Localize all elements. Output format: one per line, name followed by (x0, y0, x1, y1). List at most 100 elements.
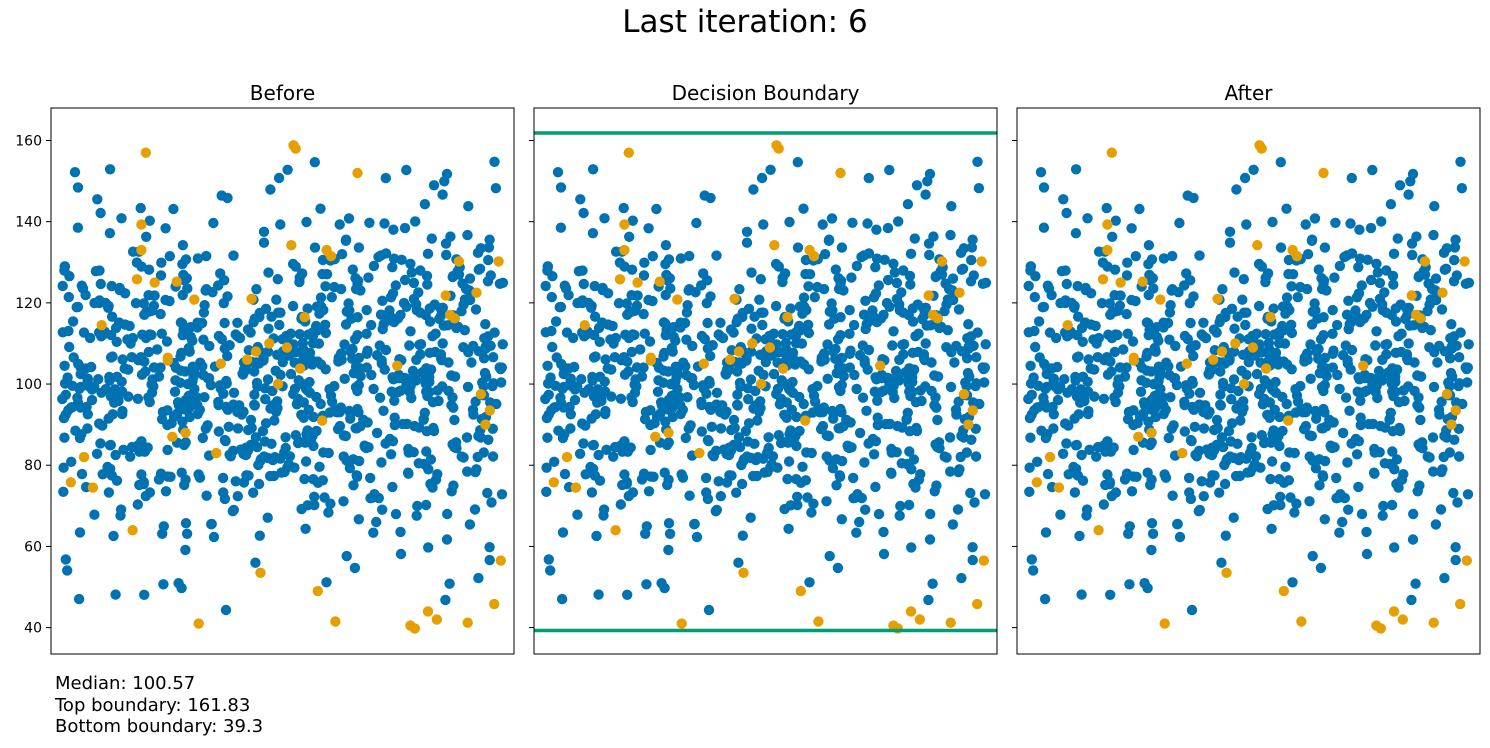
inlier-point (668, 331, 679, 342)
inlier-point (1182, 190, 1193, 201)
inlier-point (367, 492, 378, 503)
inlier-point (764, 334, 776, 345)
inlier-point (297, 337, 309, 349)
inlier-point (118, 444, 129, 455)
inlier-point (1085, 363, 1096, 374)
outlier-point (800, 415, 811, 426)
inlier-point (902, 199, 914, 210)
inlier-point (702, 275, 713, 286)
inlier-point (462, 381, 474, 393)
inlier-point (592, 384, 604, 395)
inlier-point (253, 459, 264, 471)
inlier-point (1050, 332, 1062, 344)
inlier-point (848, 472, 859, 484)
inlier-point (1356, 508, 1368, 520)
outlier-point (1459, 256, 1470, 267)
inlier-point (1217, 377, 1229, 389)
inlier-point (904, 446, 915, 457)
inlier-point (489, 156, 500, 167)
inlier-point (871, 224, 882, 235)
inlier-point (1077, 371, 1089, 382)
inlier-point (320, 364, 331, 375)
inlier-point (970, 451, 982, 462)
inlier-point (594, 336, 605, 347)
inlier-point (1385, 199, 1397, 210)
inlier-point (194, 404, 205, 415)
inlier-point (456, 306, 467, 317)
inlier-point (1146, 544, 1157, 556)
inlier-point (1351, 292, 1363, 303)
inlier-point (620, 329, 631, 340)
inlier-point (622, 446, 633, 457)
inlier-point (160, 223, 171, 234)
outlier-point (471, 287, 482, 298)
inlier-point (1243, 357, 1255, 368)
inlier-point (691, 531, 703, 543)
inlier-point (1215, 389, 1226, 400)
inlier-point (792, 157, 803, 168)
inlier-point (906, 542, 917, 553)
inlier-point (745, 374, 757, 385)
inlier-point (847, 217, 858, 228)
inlier-point (459, 325, 470, 336)
inlier-point (63, 325, 74, 337)
inlier-point (1268, 303, 1279, 314)
inlier-point (1216, 557, 1227, 568)
inlier-point (830, 353, 841, 364)
inlier-point (126, 441, 138, 453)
inlier-point (770, 300, 782, 312)
inlier-point (819, 249, 831, 260)
inlier-point (497, 339, 508, 350)
inlier-point (1217, 284, 1228, 295)
inlier-point (755, 402, 766, 414)
inlier-point (1077, 475, 1089, 486)
inlier-point (1079, 395, 1090, 407)
inlier-point (138, 476, 149, 488)
inlier-point (388, 224, 399, 235)
inlier-point (1082, 213, 1093, 224)
inlier-point (405, 326, 416, 337)
inlier-point (309, 242, 321, 253)
inlier-point (1028, 565, 1039, 576)
outlier-point (698, 358, 709, 369)
inlier-point (377, 295, 388, 306)
inlier-point (207, 287, 218, 298)
inlier-point (463, 201, 474, 212)
inlier-point (1384, 414, 1395, 425)
outlier-point (835, 167, 846, 179)
inlier-point (580, 469, 591, 480)
inlier-point (1307, 306, 1319, 317)
inlier-point (178, 269, 189, 281)
inlier-point (249, 389, 260, 400)
inlier-point (1403, 189, 1414, 200)
inlier-point (437, 381, 448, 392)
inlier-point (968, 397, 979, 408)
inlier-point (743, 394, 754, 405)
inlier-point (638, 308, 649, 320)
inlier-point (421, 386, 432, 397)
inlier-point (1038, 397, 1050, 409)
inlier-point (667, 346, 678, 357)
inlier-point (1289, 507, 1300, 518)
inlier-point (1279, 338, 1291, 349)
inlier-point (149, 290, 160, 301)
inlier-point (299, 473, 310, 485)
inlier-point (726, 424, 737, 436)
inlier-point (1232, 438, 1243, 449)
inlier-point (1228, 374, 1240, 385)
inlier-point (361, 348, 372, 359)
inlier-point (930, 439, 941, 450)
inlier-point (1324, 414, 1335, 425)
inlier-point (706, 421, 717, 432)
outlier-point (914, 614, 925, 625)
inlier-point (541, 486, 552, 497)
inlier-point (1163, 361, 1174, 372)
outlier-point (495, 555, 506, 566)
inlier-point (1434, 340, 1445, 352)
inlier-point (602, 363, 613, 374)
inlier-point (1083, 408, 1094, 420)
inlier-point (132, 499, 143, 510)
bottom-boundary-text: Bottom boundary: 39.3 (55, 716, 264, 737)
inlier-point (458, 342, 469, 353)
